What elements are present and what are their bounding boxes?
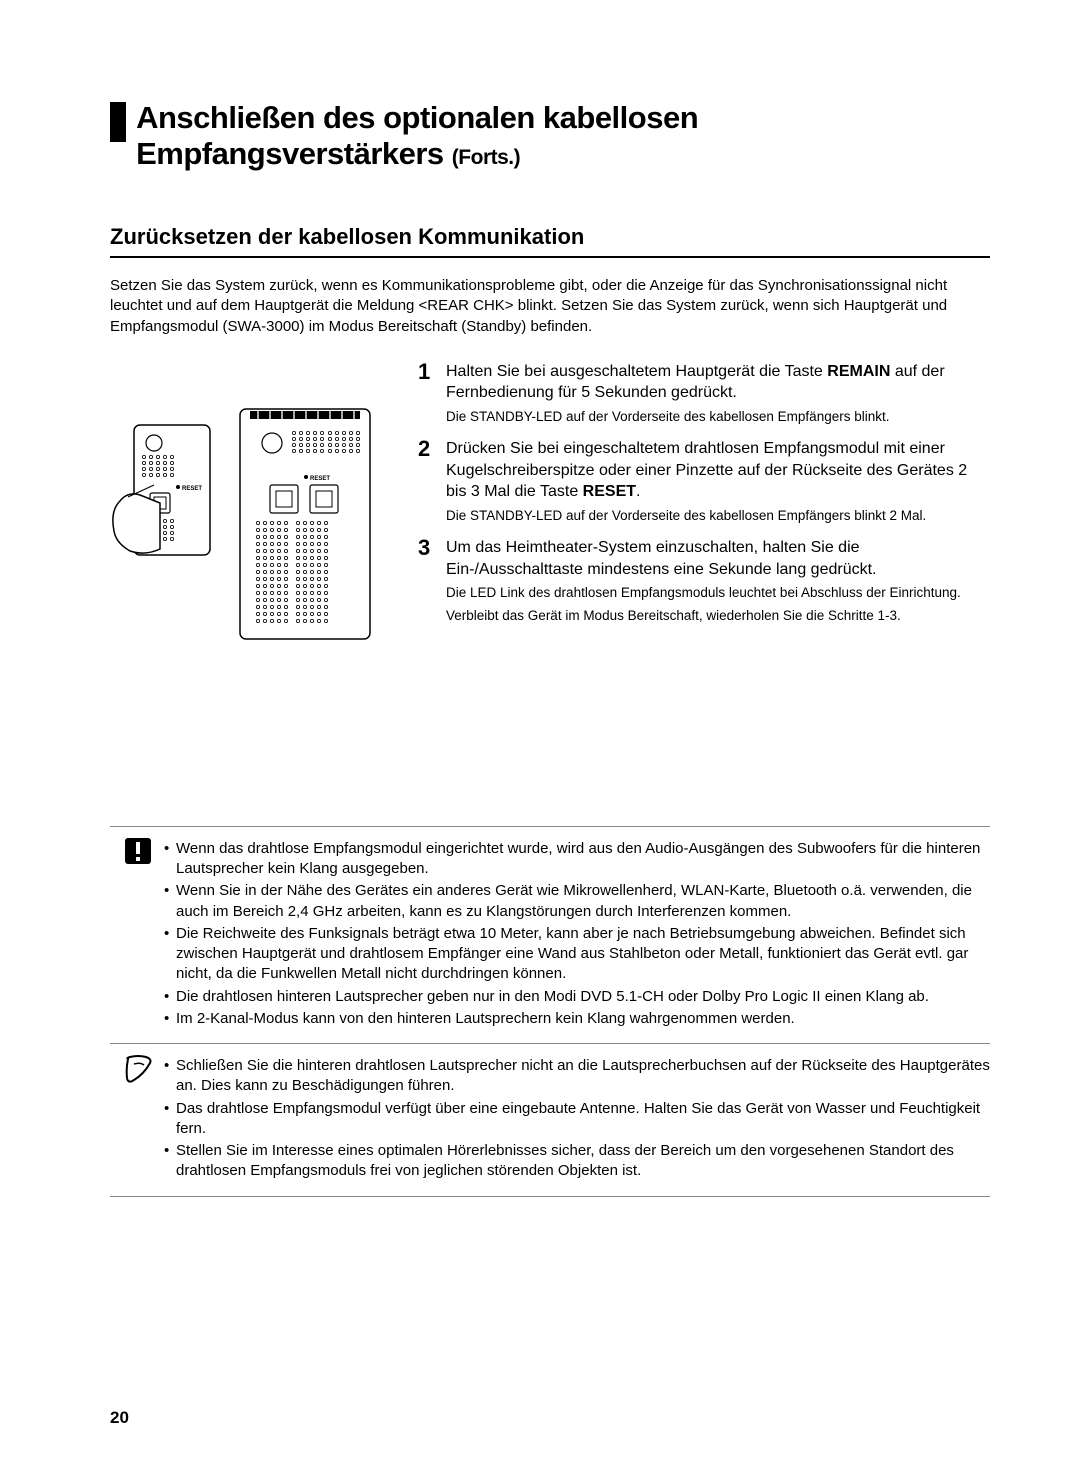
- step-text-bold: REMAIN: [827, 363, 890, 380]
- device-illustration: RESET: [110, 361, 390, 646]
- caution-item: Die Reichweite des Funksignals beträgt e…: [164, 924, 990, 985]
- reset-label-small: RESET: [182, 486, 202, 492]
- step-subtext: Die STANDBY-LED auf der Vorderseite des …: [446, 408, 990, 426]
- caution-icon: [124, 837, 152, 871]
- step-number: 1: [418, 361, 436, 426]
- step-subtext: Die LED Link des drahtlosen Empfangsmodu…: [446, 584, 990, 602]
- step-text-bold: RESET: [583, 483, 636, 500]
- intro-paragraph: Setzen Sie das System zurück, wenn es Ko…: [110, 276, 990, 337]
- page-title-row: Anschließen des optionalen kabellosen Em…: [110, 100, 990, 172]
- caution-item: Im 2-Kanal-Modus kann von den hinteren L…: [164, 1009, 990, 1029]
- caution-item: Wenn Sie in der Nähe des Gerätes ein and…: [164, 881, 990, 922]
- section-heading: Zurücksetzen der kabellosen Kommunikatio…: [110, 224, 990, 250]
- reset-label-large: RESET: [310, 476, 330, 482]
- caution-item: Wenn das drahtlose Empfangsmodul eingeri…: [164, 839, 990, 880]
- steps-list: 1 Halten Sie bei ausgeschaltetem Hauptge…: [418, 361, 990, 637]
- step-1: 1 Halten Sie bei ausgeschaltetem Hauptge…: [418, 361, 990, 426]
- note-item: Schließen Sie die hinteren drahtlosen La…: [164, 1056, 990, 1097]
- step-text-pre: Um das Heimtheater-System einzuschalten,…: [446, 539, 876, 578]
- page-title: Anschließen des optionalen kabellosen Em…: [136, 100, 990, 172]
- step-subtext: Die STANDBY-LED auf der Vorderseite des …: [446, 507, 990, 525]
- title-accent-bar: [110, 102, 126, 142]
- caution-callout: Wenn das drahtlose Empfangsmodul eingeri…: [110, 826, 990, 1044]
- step-2: 2 Drücken Sie bei eingeschaltetem drahtl…: [418, 438, 990, 525]
- step-number: 3: [418, 537, 436, 625]
- step-subtext: Verbleibt das Gerät im Modus Bereitschaf…: [446, 607, 990, 625]
- note-icon: [124, 1054, 154, 1090]
- section-divider: [110, 256, 990, 258]
- caution-item: Die drahtlosen hinteren Lautsprecher geb…: [164, 987, 990, 1007]
- note-callout: Schließen Sie die hinteren drahtlosen La…: [110, 1044, 990, 1197]
- title-main-text: Anschließen des optionalen kabellosen Em…: [136, 100, 698, 171]
- note-item: Stellen Sie im Interesse eines optimalen…: [164, 1141, 990, 1182]
- step-text-pre: Drücken Sie bei eingeschaltetem drahtlos…: [446, 440, 967, 500]
- page-number: 20: [110, 1408, 129, 1428]
- step-number: 2: [418, 438, 436, 525]
- step-text-post: .: [636, 483, 640, 500]
- title-suffix-text: (Forts.): [452, 146, 520, 169]
- note-item: Das drahtlose Empfangsmodul verfügt über…: [164, 1099, 990, 1140]
- step-text-pre: Halten Sie bei ausgeschaltetem Hauptgerä…: [446, 363, 827, 380]
- step-3: 3 Um das Heimtheater-System einzuschalte…: [418, 537, 990, 625]
